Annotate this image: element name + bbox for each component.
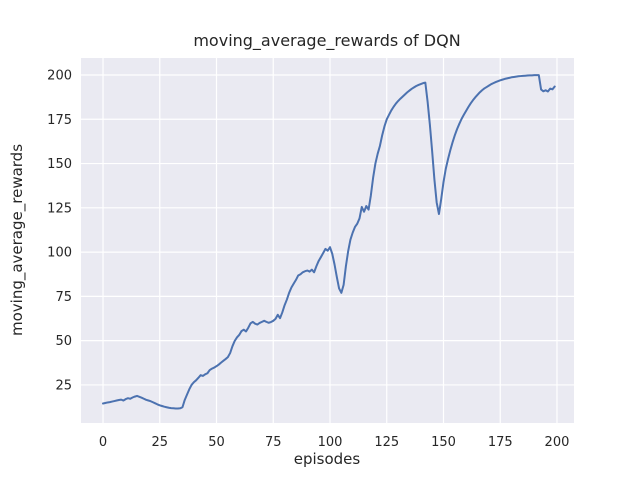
y-tick-label: 50 xyxy=(55,334,72,349)
x-tick-label: 0 xyxy=(99,435,107,450)
chart-title: moving_average_rewards of DQN xyxy=(193,31,460,51)
x-tick-label: 100 xyxy=(318,435,343,450)
x-tick-label: 150 xyxy=(431,435,456,450)
y-axis-label: moving_average_rewards xyxy=(8,144,27,336)
x-tick-label: 200 xyxy=(545,435,570,450)
gridlines xyxy=(81,58,574,423)
y-tick-label: 150 xyxy=(47,157,72,172)
y-tick-label: 100 xyxy=(47,246,72,261)
y-tick-label: 125 xyxy=(47,201,72,216)
y-tick-label: 200 xyxy=(47,69,72,84)
series-lines xyxy=(102,74,556,410)
x-tick-labels: 0 25 50 75 100 125 150 175 200 xyxy=(99,435,570,450)
x-tick-label: 175 xyxy=(488,435,513,450)
y-tick-label: 25 xyxy=(55,378,72,393)
y-tick-label: 175 xyxy=(47,113,72,128)
x-tick-label: 50 xyxy=(208,435,225,450)
series-line xyxy=(102,74,556,410)
x-axis-label: episodes xyxy=(294,450,361,468)
y-tick-labels: 25 50 75 100 125 150 175 200 xyxy=(47,69,72,394)
x-tick-label: 125 xyxy=(374,435,399,450)
y-tick-label: 75 xyxy=(55,290,72,305)
x-tick-label: 75 xyxy=(265,435,282,450)
x-tick-label: 25 xyxy=(151,435,168,450)
